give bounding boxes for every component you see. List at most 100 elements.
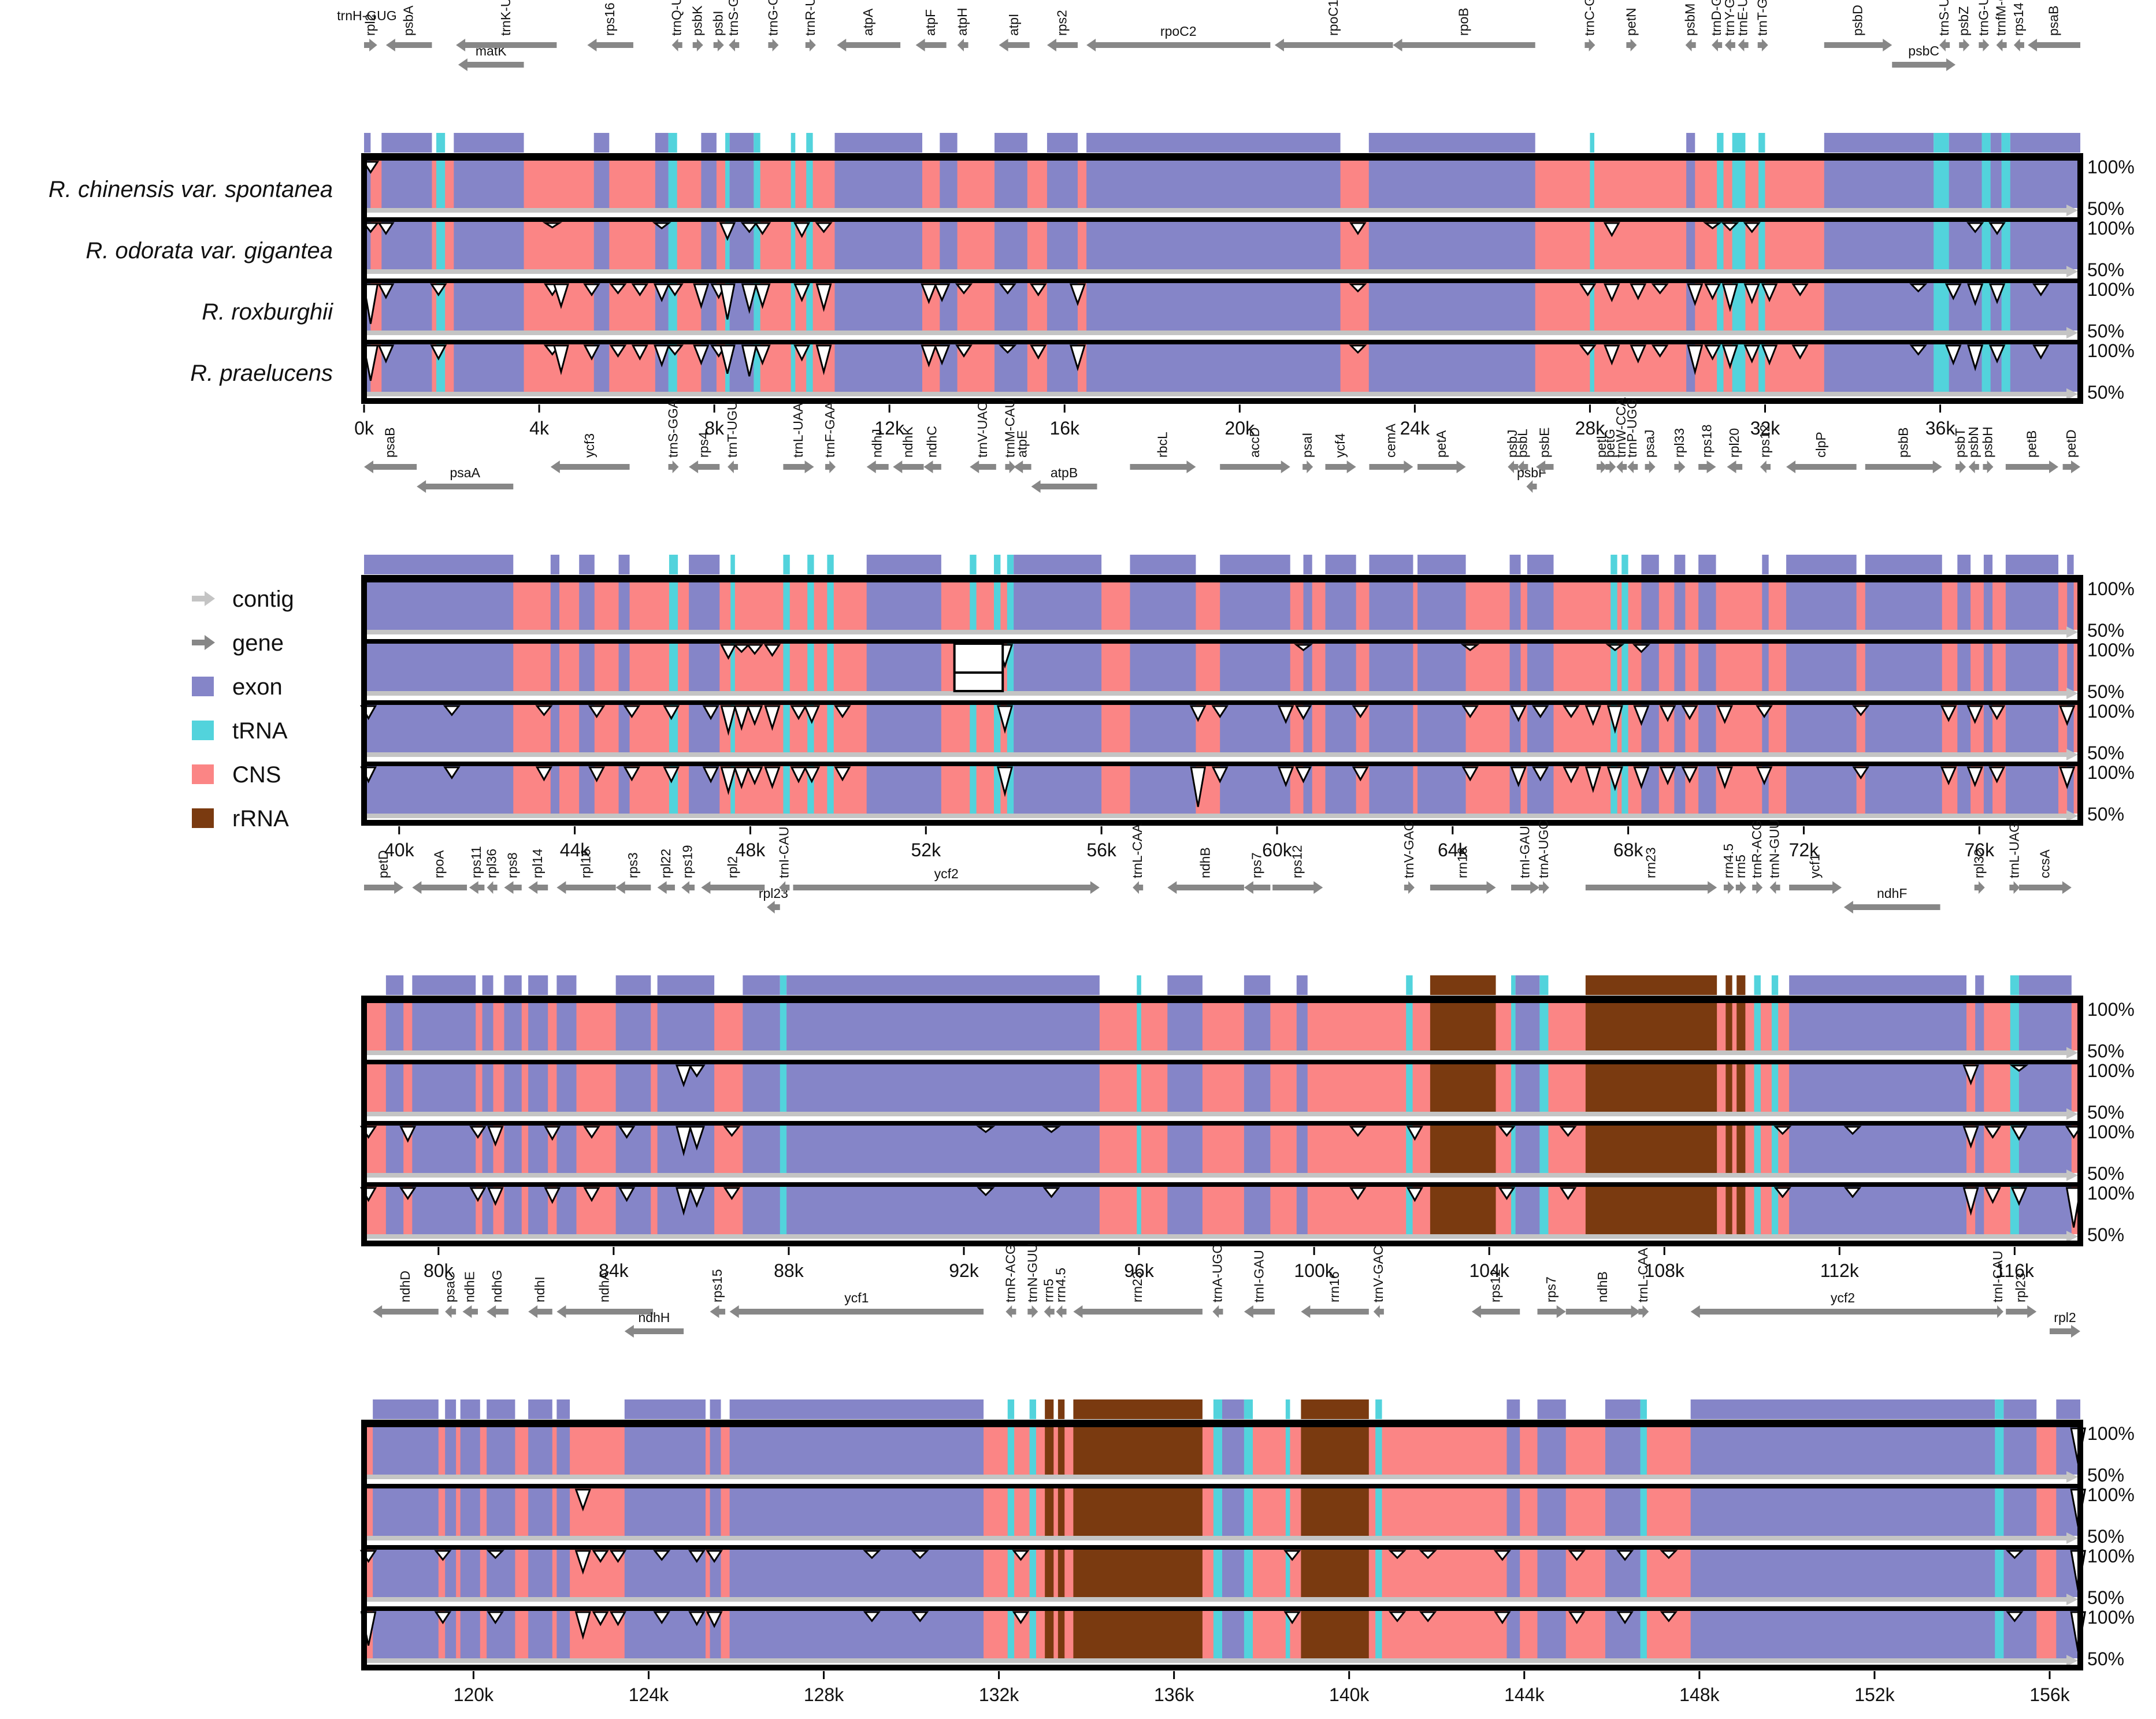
conservation-trna [2010, 1126, 2020, 1173]
identity-dip [1559, 1187, 1577, 1200]
conservation-exon [866, 582, 942, 630]
conservation-cns [1101, 644, 1130, 691]
conservation-cns [1617, 644, 1622, 691]
conservation-cns [403, 1187, 413, 1234]
conservation-exon [381, 161, 432, 208]
gene-arrow [1014, 461, 1031, 473]
feature-exon [2067, 555, 2074, 574]
conservation-cns [548, 1064, 557, 1112]
feature-exon [1369, 555, 1413, 574]
conservation-cns [1465, 582, 1511, 630]
conservation-cns [1535, 344, 1590, 392]
contig-arrow-head [2066, 1471, 2078, 1483]
conservation-cns [456, 1611, 461, 1658]
conservation-cns [833, 644, 867, 691]
conservation-exon [689, 582, 720, 630]
feature-exon [373, 1399, 439, 1419]
gene-label-ycf3: ycf3 [582, 433, 597, 458]
identity-dip [1681, 705, 1698, 721]
gene-arrow [587, 39, 633, 51]
conservation-cns [1307, 1003, 1407, 1050]
x-tick-label: 24k [1400, 418, 1431, 439]
identity-lane-1: 100%50% [364, 578, 2135, 641]
conservation-trna [1137, 1003, 1142, 1050]
identity-lane-1: 100%50% [362, 156, 2135, 219]
identity-dip [1743, 344, 1761, 364]
conservation-trna [1406, 1003, 1413, 1050]
identity-dip [1510, 705, 1527, 722]
feature-trna [2001, 133, 2010, 153]
conservation-exon [528, 1003, 548, 1050]
gene-arrow [1616, 461, 1627, 473]
x-tick-label: 152k [1854, 1684, 1895, 1705]
conservation-exon [1368, 283, 1536, 331]
gene-label-rrn4.5: rrn4.5 [1721, 844, 1736, 878]
conservation-exon [1222, 1488, 1245, 1536]
identity-dip [1773, 1126, 1792, 1135]
x-tick-label: 96k [1124, 1260, 1155, 1281]
conservation-trna [1621, 705, 1629, 752]
gene-label-trnS-UGA: trnS-UGA [1936, 0, 1951, 36]
gene-label-ndhD: ndhD [398, 1271, 413, 1302]
gene-label-psbT: psbT [1953, 428, 1968, 458]
gene-label-rps11: rps11 [469, 846, 484, 878]
conservation-cns [1413, 644, 1418, 691]
conservation-cns [2073, 705, 2081, 752]
conservation-trna [1007, 1427, 1015, 1475]
gene-arrow [1301, 1305, 1369, 1318]
conservation-exon [2003, 1427, 2037, 1475]
conservation-exon [482, 1003, 494, 1050]
conservation-exon [460, 1488, 481, 1536]
x-tick-label: 36k [1925, 418, 1956, 439]
identity-dip [552, 283, 569, 309]
legend-label-cns: CNS [232, 762, 281, 788]
feature-exon [579, 555, 595, 574]
conservation-exon [482, 1126, 494, 1173]
gene-label-ndhK: ndhK [900, 426, 915, 458]
conservation-exon [1086, 344, 1341, 392]
gene-label-rpl14: rpl14 [530, 849, 545, 878]
gene-label-ndhA: ndhA [597, 1271, 612, 1302]
conservation-cns [493, 1064, 504, 1112]
conservation-exon [454, 344, 525, 392]
conservation-exon [615, 1064, 651, 1112]
conservation-trna [1934, 222, 1950, 269]
conservation-cns [609, 222, 656, 269]
conservation-exon [364, 766, 514, 814]
gene-arrow [445, 1305, 457, 1318]
identity-dip [574, 1550, 591, 1575]
identity-dip [2032, 283, 2050, 296]
conservation-exon [593, 222, 610, 269]
feature-exon [381, 133, 432, 153]
conservation-exon [1865, 644, 1943, 691]
conservation-cns [1966, 1003, 1976, 1050]
conservation-exon [866, 705, 942, 752]
conservation-trna [1244, 1427, 1253, 1475]
gene-arrow [373, 1305, 439, 1318]
identity-dip [1940, 766, 1957, 786]
identity-dip [434, 1550, 452, 1561]
gene-label-psbA: psbA [401, 5, 416, 36]
conservation-exon [460, 1550, 481, 1597]
gene-arrow [1638, 1305, 1649, 1318]
conservation-trna [970, 582, 977, 630]
contig-arrow-head [2066, 749, 2078, 760]
conservation-trna [668, 222, 678, 269]
gene-arrow [767, 901, 780, 914]
conservation-trna [783, 705, 791, 752]
gene-label-rps15: rps15 [710, 1269, 725, 1302]
conservation-cns [1202, 1064, 1245, 1112]
identity-dip [1605, 644, 1625, 652]
conservation-trna [1621, 582, 1629, 630]
gene-arrow [1585, 881, 1717, 894]
conservation-trna [970, 705, 977, 752]
conservation-trna [730, 582, 736, 630]
feature-exon [729, 133, 754, 153]
conservation-cns [493, 1003, 504, 1050]
conservation-cns [476, 1126, 483, 1173]
conservation-exon [1762, 582, 1769, 630]
identity-dip [741, 344, 758, 377]
